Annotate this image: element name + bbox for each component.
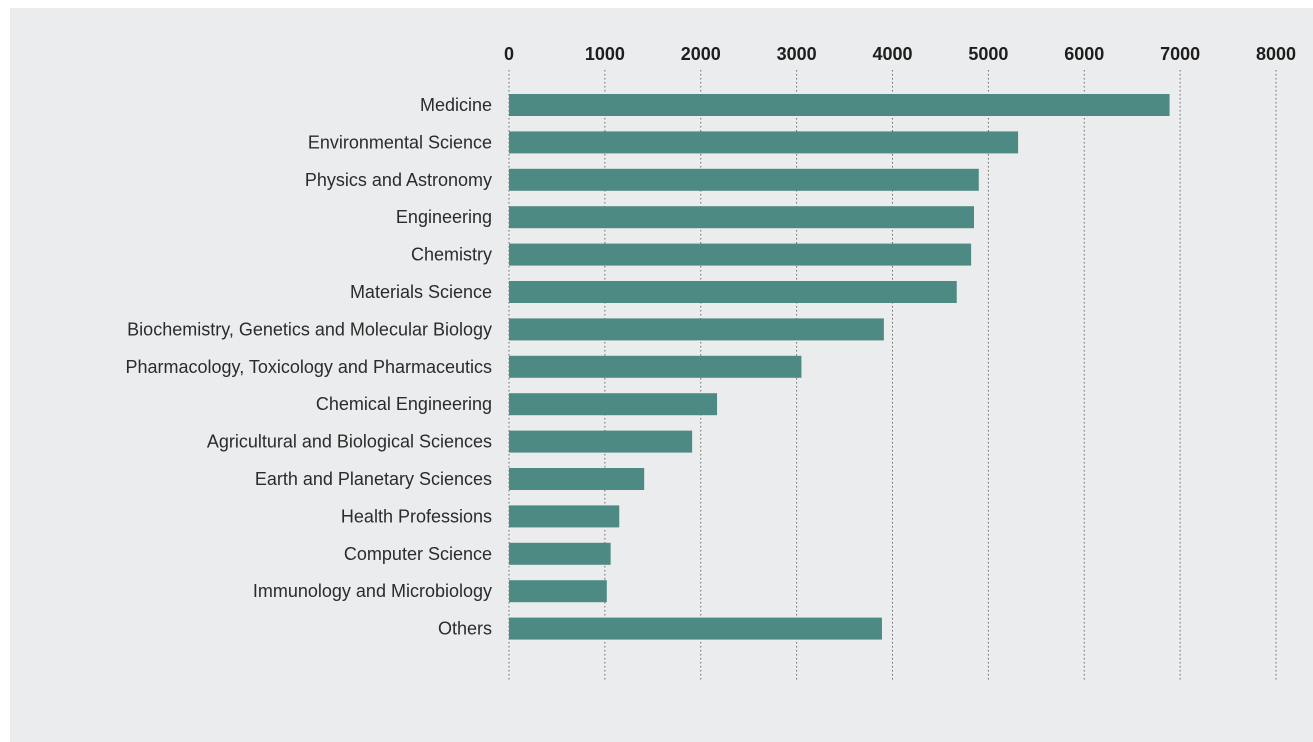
bar	[509, 430, 693, 453]
category-label: Chemical Engineering	[316, 394, 492, 414]
x-tick-label: 5000	[968, 44, 1008, 64]
bar	[509, 281, 957, 303]
bar	[509, 318, 884, 341]
bar	[509, 542, 611, 565]
x-tick-label: 8000	[1256, 44, 1296, 64]
category-label: Health Professions	[341, 506, 492, 526]
bar	[509, 580, 607, 603]
category-label: Earth and Planetary Sciences	[255, 469, 492, 489]
category-label: Physics and Astronomy	[305, 170, 492, 190]
bar	[509, 94, 1170, 116]
category-label: Pharmacology, Toxicology and Pharmaceuti…	[125, 357, 492, 377]
category-label: Biochemistry, Genetics and Molecular Bio…	[127, 319, 492, 339]
bar	[509, 355, 802, 378]
category-label: Materials Science	[350, 282, 492, 302]
x-tick-label: 7000	[1160, 44, 1200, 64]
bar	[509, 617, 882, 640]
bar	[509, 505, 620, 528]
bar	[509, 468, 645, 490]
bar	[509, 206, 974, 229]
category-label: Immunology and Microbiology	[253, 581, 492, 601]
category-label: Others	[438, 619, 492, 639]
category-label: Agricultural and Biological Sciences	[207, 432, 492, 452]
x-tick-label: 2000	[681, 44, 721, 64]
category-label: Chemistry	[411, 245, 492, 265]
x-tick-label: 4000	[872, 44, 912, 64]
bar	[509, 131, 1019, 154]
x-tick-label: 0	[504, 44, 514, 64]
category-label: Computer Science	[344, 544, 492, 564]
category-label: Environmental Science	[308, 132, 492, 152]
category-label: Engineering	[396, 207, 492, 227]
x-tick-label: 3000	[777, 44, 817, 64]
x-tick-label: 1000	[585, 44, 625, 64]
bar	[509, 393, 718, 416]
x-tick-label: 6000	[1064, 44, 1104, 64]
bar	[509, 243, 972, 266]
category-label: Medicine	[420, 95, 492, 115]
bar	[509, 168, 979, 191]
